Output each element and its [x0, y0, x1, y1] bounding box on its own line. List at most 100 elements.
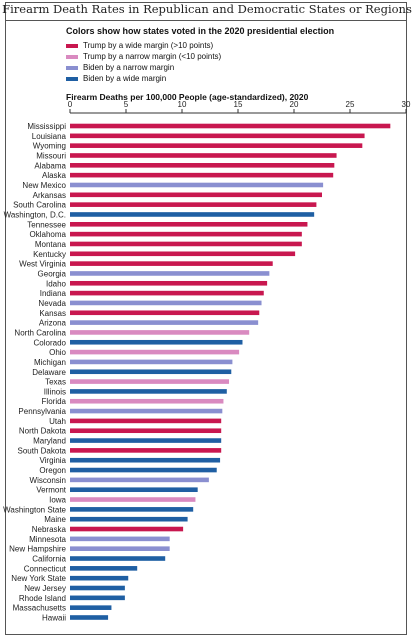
bar	[70, 556, 166, 561]
bar	[70, 536, 170, 542]
bar	[70, 408, 223, 414]
legend: Trump by a wide margin (>10 points) Trump…	[66, 40, 221, 84]
bar	[70, 339, 243, 345]
category-label: Kansas	[39, 309, 66, 318]
bar	[70, 300, 262, 306]
bar	[70, 241, 302, 247]
category-label: West Virginia	[19, 260, 66, 269]
bar	[70, 320, 259, 325]
bar	[70, 212, 315, 217]
category-label: Iowa	[49, 496, 66, 505]
category-label: New York State	[11, 574, 66, 583]
legend-item-tw: Trump by a wide margin (>10 points)	[66, 40, 221, 51]
legend-label: Trump by a narrow margin (<10 points)	[83, 52, 222, 61]
category-label: North Carolina	[14, 328, 66, 337]
legend-swatch	[66, 43, 78, 48]
legend-item-bw: Biden by a wide margin	[66, 73, 221, 84]
bar	[70, 172, 334, 178]
bar	[70, 398, 224, 404]
bar	[70, 123, 391, 129]
bar	[70, 487, 198, 493]
bar	[70, 566, 138, 571]
bar	[70, 310, 260, 316]
bar	[70, 182, 324, 188]
bar	[70, 418, 222, 424]
category-label: Michigan	[34, 358, 66, 367]
bar	[70, 261, 273, 266]
bar	[70, 438, 222, 443]
bar	[70, 163, 335, 168]
category-label: Delaware	[32, 368, 66, 377]
category-label: Washington State	[3, 505, 66, 514]
bar	[70, 428, 222, 434]
bar	[70, 349, 240, 355]
category-label: Louisiana	[32, 132, 67, 141]
category-label: Ohio	[49, 348, 66, 357]
category-label: Wisconsin	[30, 476, 66, 485]
bar	[70, 271, 270, 276]
legend-item-bn: Biden by a narrow margin	[66, 62, 221, 73]
category-label: Maine	[44, 515, 66, 524]
category-label: Connecticut	[24, 564, 67, 573]
category-label: Pennsylvania	[18, 407, 66, 416]
category-label: Nebraska	[32, 525, 67, 534]
category-label: Mississippi	[27, 122, 66, 131]
category-label: Missouri	[36, 151, 66, 160]
bar	[70, 615, 109, 620]
bar	[70, 222, 308, 227]
legend-label: Trump by a wide margin (>10 points)	[83, 41, 214, 50]
category-label: Arizona	[39, 319, 67, 328]
category-label: Massachusetts	[13, 604, 66, 613]
bar	[70, 359, 233, 365]
x-tick-label: 0	[68, 100, 73, 109]
category-label: Maryland	[33, 437, 66, 446]
category-label: South Carolina	[13, 201, 66, 210]
category-label: Utah	[49, 417, 66, 426]
legend-swatch	[66, 76, 78, 81]
x-tick-label: 10	[178, 100, 187, 109]
category-label: Virginia	[39, 456, 66, 465]
category-label: Tennessee	[27, 220, 66, 229]
category-label: Oregon	[39, 466, 66, 475]
category-label: New Jersey	[24, 584, 66, 593]
category-label: California	[32, 555, 66, 564]
bar	[70, 389, 227, 394]
bar	[70, 231, 302, 237]
category-label: Rhode Island	[19, 594, 66, 603]
bar	[70, 290, 264, 296]
bar	[70, 330, 250, 335]
chart-title: Firearm Death Rates in Republican and De…	[2, 2, 412, 16]
bar	[70, 507, 194, 512]
category-label: Indiana	[40, 289, 67, 298]
category-label: New Hampshire	[9, 545, 66, 554]
legend-swatch	[66, 54, 78, 59]
bar	[70, 497, 196, 502]
x-tick-label: 20	[290, 100, 299, 109]
legend-swatch	[66, 65, 78, 70]
category-label: Georgia	[38, 269, 67, 278]
bar	[70, 369, 232, 375]
bar	[70, 595, 125, 601]
category-label: North Dakota	[19, 427, 67, 436]
bar	[70, 153, 337, 158]
x-tick-label: 30	[402, 100, 411, 109]
x-tick-label: 15	[234, 100, 243, 109]
bar	[70, 575, 129, 581]
title-divider	[5, 20, 407, 21]
x-tick-label: 5	[124, 100, 129, 109]
x-axis-title: Firearm Deaths per 100,000 People (age-s…	[66, 92, 309, 102]
bar	[70, 379, 230, 384]
bar	[70, 251, 296, 257]
category-label: Florida	[42, 397, 67, 406]
category-label: Wyoming	[33, 142, 66, 151]
category-label: Vermont	[36, 486, 67, 495]
bar	[70, 477, 209, 483]
category-label: Alabama	[34, 161, 66, 170]
category-label: Montana	[35, 240, 67, 249]
legend-title: Colors show how states voted in the 2020…	[66, 26, 335, 36]
bar	[70, 448, 222, 453]
bar	[70, 143, 363, 148]
legend-label: Biden by a wide margin	[83, 74, 167, 83]
category-label: Alaska	[42, 171, 67, 180]
category-label: Nevada	[38, 299, 66, 308]
